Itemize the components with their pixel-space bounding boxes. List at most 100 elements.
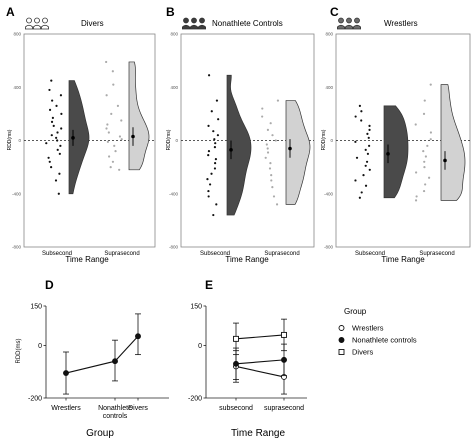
mean-marker xyxy=(131,134,135,139)
x-tick-label: Suprasecond xyxy=(104,251,139,257)
data-point xyxy=(270,174,273,177)
data-point xyxy=(60,127,63,130)
data-point xyxy=(424,155,427,158)
data-point xyxy=(47,156,50,159)
y-tick-label: 150 xyxy=(30,304,42,311)
legend-label: Divers xyxy=(352,348,374,357)
mean-marker xyxy=(443,158,447,163)
y-tick-label: 800 xyxy=(170,32,178,37)
data-point xyxy=(105,94,108,97)
data-point xyxy=(50,166,53,169)
data-point xyxy=(120,138,123,141)
data-point xyxy=(354,115,357,118)
legend-label: Nonathlete controls xyxy=(352,336,417,345)
legend-marker xyxy=(338,325,345,331)
x-tick-label: Suprasecond xyxy=(264,251,299,257)
data-point xyxy=(422,112,426,115)
data-point xyxy=(207,124,210,127)
panel-label-a: A xyxy=(6,5,15,19)
y-tick-labels-d: 150 0 -200 xyxy=(28,304,42,403)
data-point xyxy=(58,172,61,175)
data-point xyxy=(210,172,213,175)
data-point xyxy=(110,112,113,115)
data-point xyxy=(428,176,431,179)
data-point xyxy=(422,150,425,153)
data-point xyxy=(45,142,48,145)
data-point xyxy=(50,134,53,137)
data-point xyxy=(112,83,115,86)
data-point xyxy=(111,70,114,73)
legend: Group Wrestlers Nonathlete controls Dive… xyxy=(338,307,417,357)
data-point xyxy=(212,213,215,217)
y-axis-label-d: RDD(ms) xyxy=(16,339,22,364)
data-point xyxy=(207,154,210,157)
data-point xyxy=(429,131,433,134)
divers-icon xyxy=(25,17,49,30)
data-point xyxy=(207,74,211,77)
x-axis-label-d: Group xyxy=(86,428,114,439)
data-point xyxy=(271,134,274,137)
person-head-icon xyxy=(26,17,32,24)
x-tick-label: Nonathlete controls xyxy=(98,405,132,420)
mean-marker xyxy=(386,152,390,156)
data-point xyxy=(268,167,272,170)
data-point xyxy=(59,94,63,97)
data-point xyxy=(261,107,264,110)
panel-title-a: Divers xyxy=(81,19,104,28)
data-point xyxy=(107,131,110,134)
series-line xyxy=(235,359,285,365)
data-point xyxy=(215,203,218,206)
data-point xyxy=(368,124,371,127)
data-point xyxy=(271,185,274,189)
person-head-icon xyxy=(191,17,197,24)
data-point xyxy=(52,124,55,127)
y-axis-label-a: RDD(ms) xyxy=(7,129,13,150)
data-point xyxy=(48,88,51,92)
y-tick-label: -400 xyxy=(12,191,22,196)
data-point xyxy=(48,160,51,163)
data-point xyxy=(51,99,54,102)
x-tick-labels-e: subsecond suprasecond xyxy=(219,405,304,412)
data-point xyxy=(206,178,209,181)
y-tick-label: 400 xyxy=(13,85,21,90)
panel-label-e: E xyxy=(205,278,213,292)
data-point xyxy=(415,171,418,174)
half-violin-suprasecond xyxy=(440,84,466,201)
panel-label-b: B xyxy=(166,5,175,19)
data-point xyxy=(215,99,219,102)
x-tick-labels-d: Wrestlers Nonathlete controls Divers xyxy=(51,405,148,420)
y-tick-label: -400 xyxy=(169,191,179,196)
y-tick-label: 400 xyxy=(170,85,178,90)
panel-b: B Nonathlete Controls RDD(ms) Time Range… xyxy=(166,5,315,264)
y-tick-labels-c: 800 400 0 -400 -800 xyxy=(324,32,334,250)
data-marker xyxy=(135,333,141,340)
data-point xyxy=(207,189,210,193)
data-point xyxy=(429,83,432,86)
x-tick-label: Wrestlers xyxy=(51,405,81,412)
x-tick-label: Suprasecond xyxy=(419,251,454,257)
data-marks-b xyxy=(181,74,314,217)
data-point xyxy=(106,140,109,143)
data-point xyxy=(55,136,58,139)
y-tick-label: 800 xyxy=(325,32,333,37)
y-tick-label: -200 xyxy=(28,396,42,403)
data-point xyxy=(116,104,120,107)
data-point xyxy=(60,112,63,115)
x-tick-label: subsecond xyxy=(219,405,253,412)
data-point xyxy=(366,132,369,135)
y-tick-label: 0 xyxy=(175,138,178,143)
x-tick-label: Subsecond xyxy=(355,251,385,257)
data-point xyxy=(269,122,272,125)
data-point xyxy=(56,139,59,142)
y-axis-label-c: RDD(ms) xyxy=(321,129,327,150)
data-point xyxy=(207,150,211,153)
legend-items: Wrestlers Nonathlete controls Divers xyxy=(338,324,417,357)
person-head-icon xyxy=(199,17,205,24)
data-point xyxy=(415,195,418,198)
half-violin-suprasecond xyxy=(285,100,311,205)
x-tick-label: Divers xyxy=(128,405,148,412)
data-point xyxy=(358,104,361,107)
legend-marker xyxy=(338,349,345,355)
person-body-icon xyxy=(345,24,353,30)
y-tick-label: -400 xyxy=(324,191,334,196)
